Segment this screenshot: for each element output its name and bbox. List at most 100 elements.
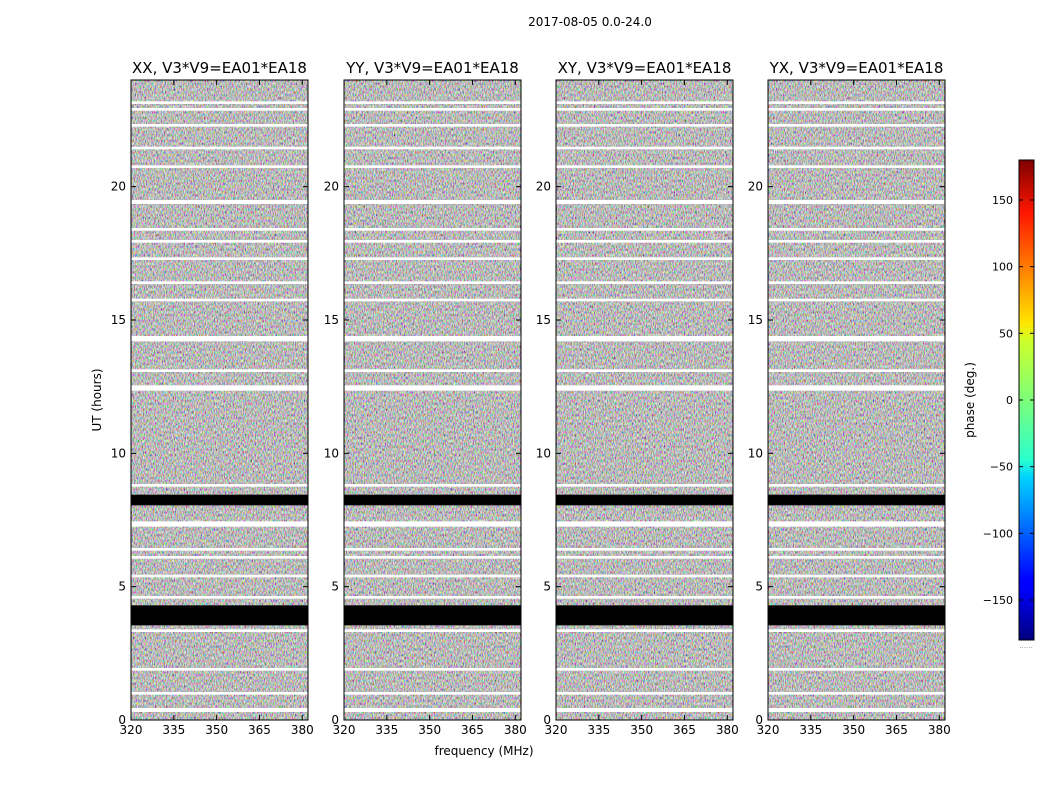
panel-frame [767,79,946,721]
panel-1: XX, V3*V9=EA01*EA18 320 335 350 365 380 0 5 10 15… [111,59,314,737]
colorbar-extra-label: ...... [1019,642,1032,650]
flagged-band [556,556,733,559]
panel-2: YY, V3*V9=EA01*EA18 320 335 350 365 380 0 5 10 15… [324,59,527,737]
flagged-band [131,257,308,260]
flagged-band [768,629,945,632]
flagged-band [768,385,945,391]
flagged-band [344,629,521,632]
x-tick-label: 350 [418,723,441,737]
colorbar-tick-label: 50 [999,327,1013,340]
flagged-band [344,484,521,487]
flagged-band [344,165,521,168]
flagged-band [768,556,945,559]
flagged-band [556,228,733,231]
flagged-band [556,385,733,391]
y-tick-label: 0 [118,713,126,727]
flagged-band [556,484,733,487]
panel-4: YX, V3*V9=EA01*EA18 320 335 350 365 380 0 5 10 15… [748,59,951,737]
flagged-band [768,200,945,204]
flagged-band [768,484,945,487]
flagged-band [556,369,733,372]
flagged-band [556,692,733,695]
colorbar: −150 −100 −50 0 50 100 150 phase (deg.) ...... [963,159,1035,650]
y-tick-label: 10 [536,446,551,460]
flagged-band [344,708,521,712]
y-tick-label: 5 [331,580,339,594]
flagged-band [556,281,733,284]
flagged-band [768,228,945,231]
panel-title: XY, V3*V9=EA01*EA18 [558,59,732,77]
flagged-band [768,240,945,243]
flagged-band [768,101,945,104]
colorbar-tick-label: 0 [1006,394,1013,407]
panel-title: YX, V3*V9=EA01*EA18 [769,59,944,77]
x-tick-label: 350 [842,723,865,737]
flagged-band [768,257,945,260]
flagged-band [344,124,521,127]
y-axis-label: UT (hours) [90,368,104,431]
panel-title: XX, V3*V9=EA01*EA18 [132,59,307,77]
y-tick-label: 10 [324,446,339,460]
flagged-band [768,124,945,127]
flagged-band [344,146,521,150]
flagged-band [131,165,308,168]
x-tick-label: 350 [630,723,653,737]
panel-frame [555,79,734,721]
flagged-band [556,240,733,243]
flagged-band [131,708,308,712]
colorbar-tick-label: 100 [992,261,1013,274]
flagged-band [768,668,945,671]
flagged-band [131,605,308,626]
x-tick-label: 380 [291,723,314,737]
flagged-band [344,692,521,695]
flagged-band [344,605,521,626]
flagged-band [768,548,945,551]
flagged-band [768,336,945,342]
flagged-band [131,548,308,551]
flagged-band [344,200,521,204]
flagged-band [556,574,733,578]
flagged-band [556,494,733,506]
flagged-band [768,165,945,168]
x-tick-label: 335 [799,723,822,737]
x-tick-label: 380 [928,723,951,737]
flagged-band [344,668,521,671]
flagged-band [344,240,521,243]
flagged-band [131,281,308,284]
flagged-band [768,494,945,506]
colorbar-tick-label: −100 [983,527,1013,540]
flagged-band [556,596,733,599]
flagged-band [768,596,945,599]
flagged-band [131,298,308,302]
flagged-band [556,548,733,551]
flagged-band [556,298,733,302]
flagged-band [768,708,945,712]
flagged-band [344,596,521,599]
flagged-band [556,336,733,342]
panels: XX, V3*V9=EA01*EA18 320 335 350 365 380 0 5 10 15… [111,59,951,737]
panel-frame [130,79,309,721]
flagged-band [131,124,308,127]
y-tick-label: 0 [543,713,551,727]
y-tick-label: 15 [324,313,339,327]
flagged-band [344,108,521,111]
flagged-band [131,369,308,372]
flagged-band [344,228,521,231]
flagged-band [131,494,308,506]
flagged-band [131,521,308,527]
flagged-band [768,369,945,372]
flagged-band [131,336,308,342]
flagged-band [768,521,945,527]
x-tick-label: 365 [673,723,696,737]
flagged-band [768,298,945,302]
y-tick-label: 5 [118,580,126,594]
flagged-band [131,101,308,104]
x-tick-label: 365 [248,723,271,737]
x-axis-label: frequency (MHz) [434,744,533,758]
flagged-band [131,484,308,487]
flagged-band [768,281,945,284]
flagged-band [556,108,733,111]
y-tick-label: 15 [111,313,126,327]
y-tick-label: 5 [543,580,551,594]
y-tick-label: 0 [331,713,339,727]
